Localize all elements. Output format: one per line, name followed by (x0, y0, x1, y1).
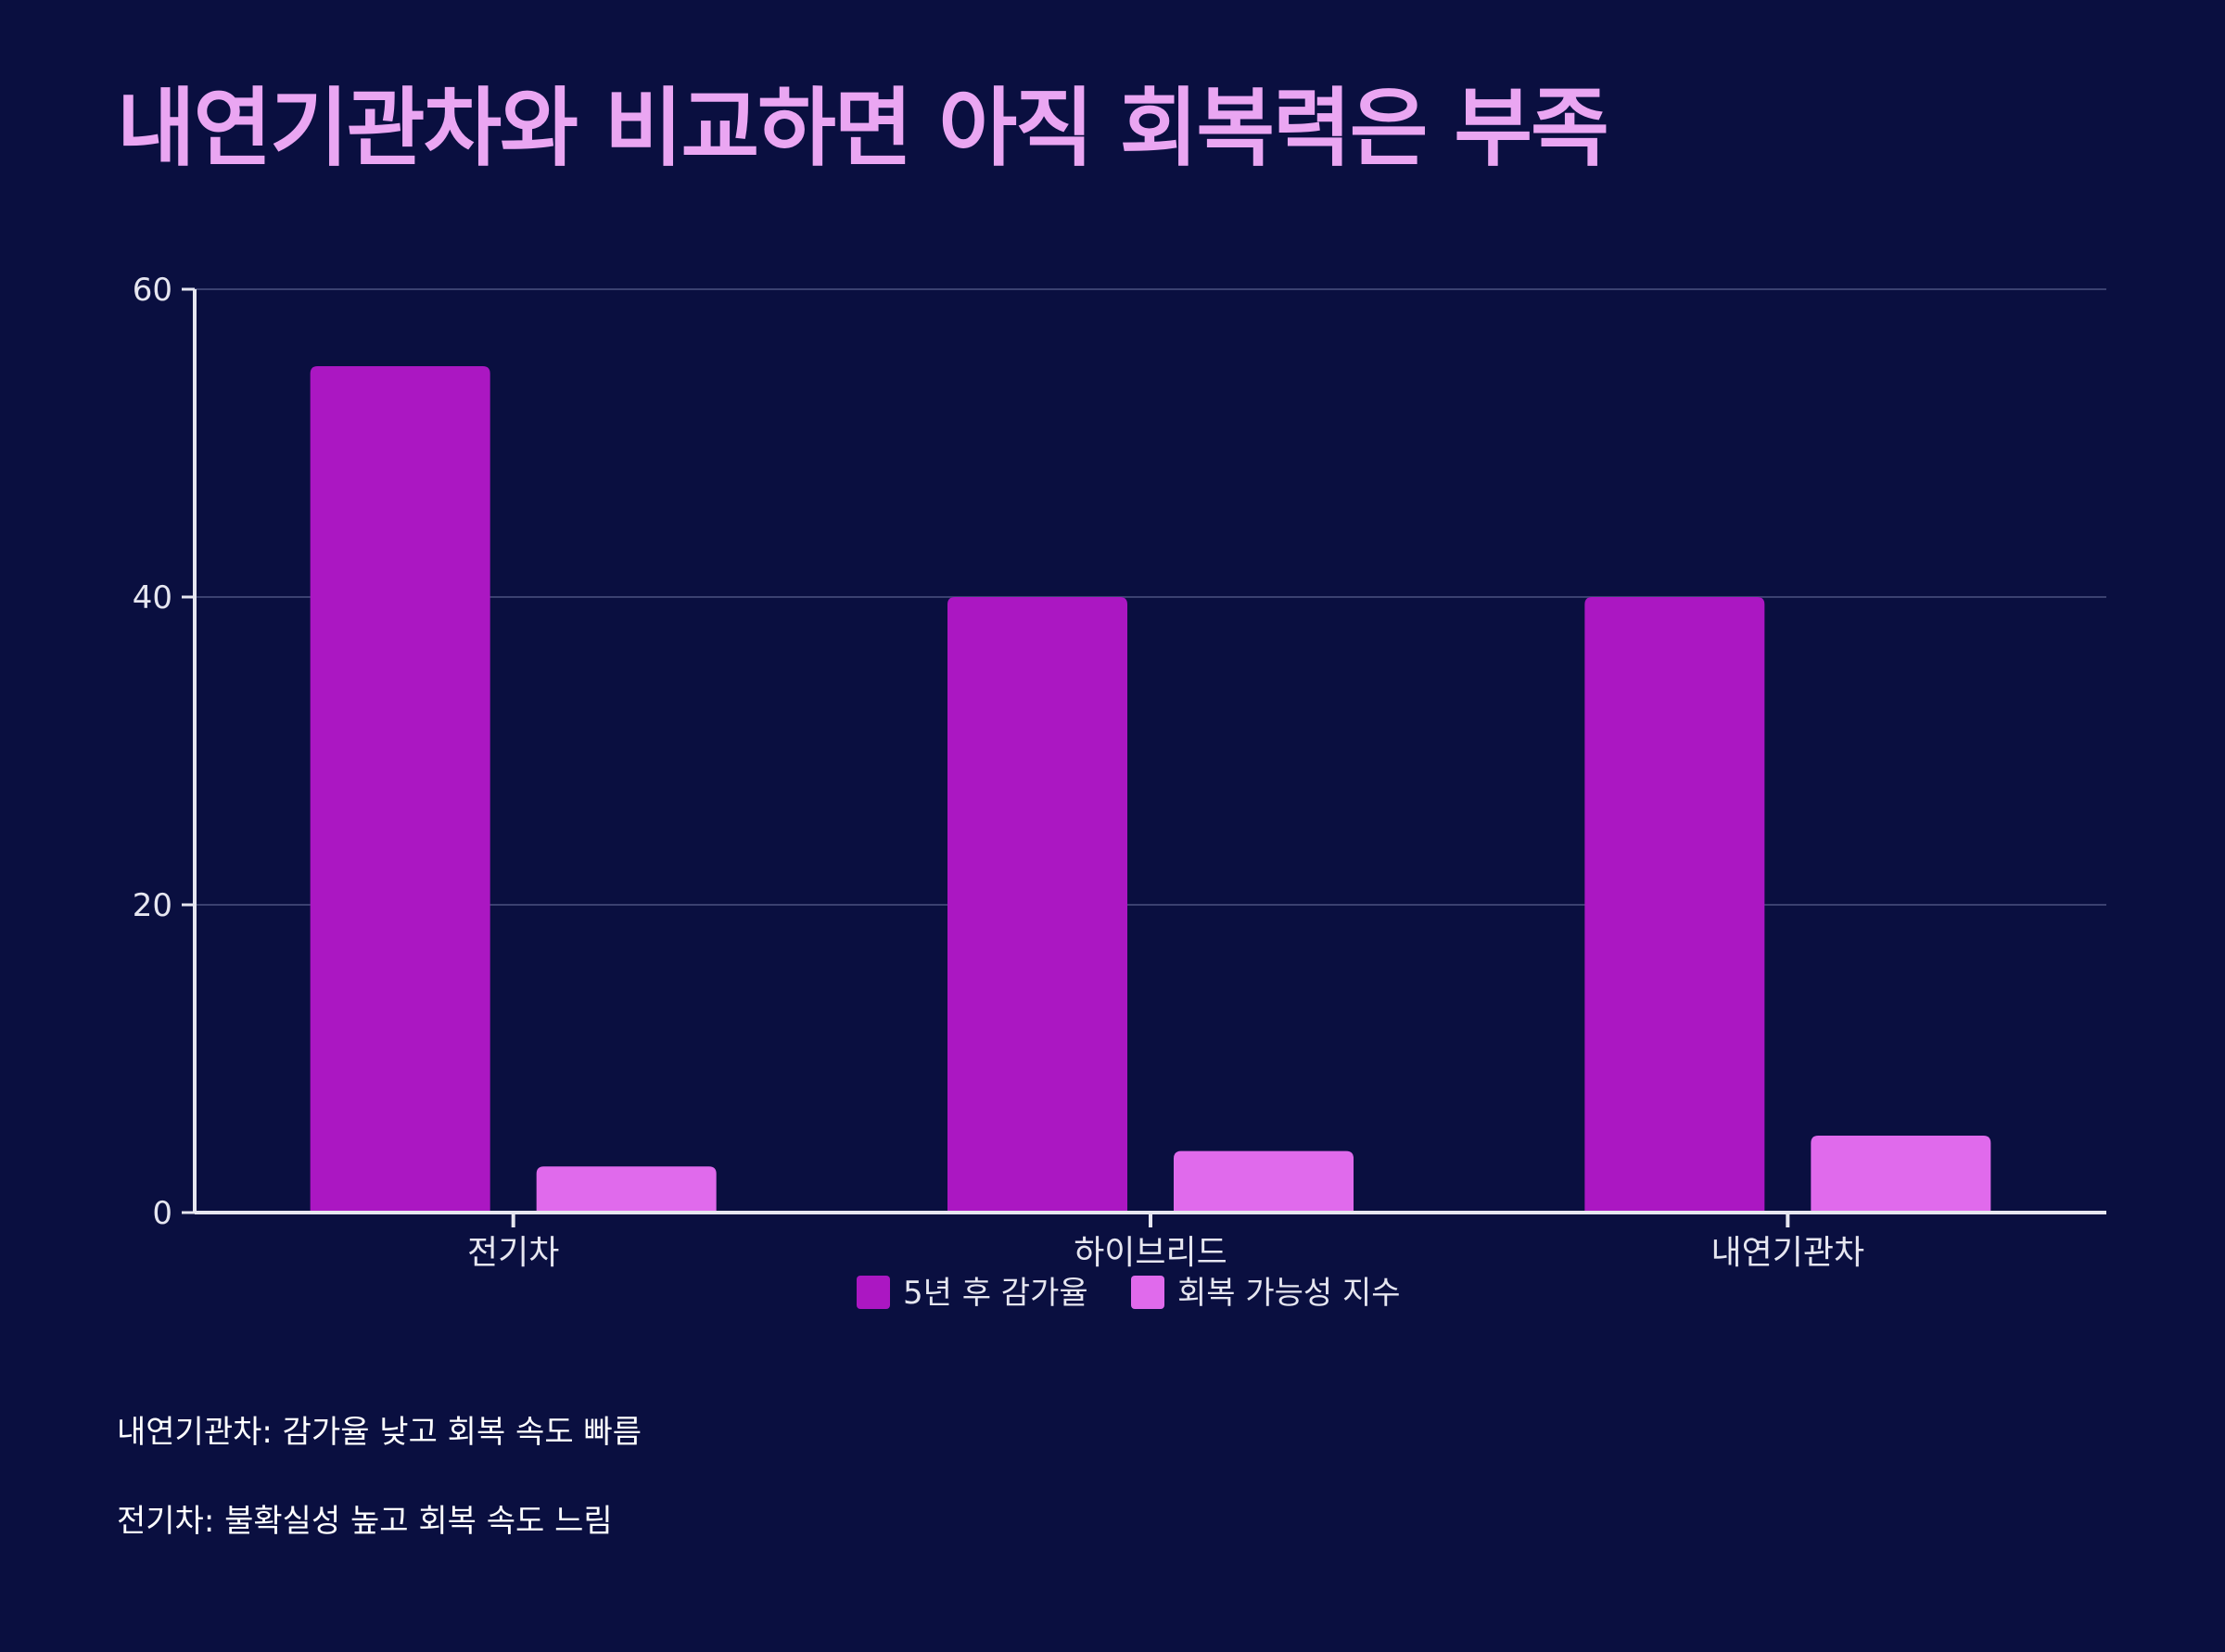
legend-swatch-1 (857, 1276, 890, 1309)
axes: 0 20 40 60 전기차 하이브리드 내연기관차 (133, 272, 2106, 1272)
y-tick-label-0: 0 (152, 1195, 172, 1232)
gridlines (195, 288, 2106, 906)
x-tick-label-1: 전기차 (467, 1234, 559, 1272)
footnote-ev: 전기차: 불확실성 높고 회복 속도 느림 (117, 1503, 613, 1540)
footnotes: 내연기관차: 감가율 낮고 회복 속도 빠름 전기차: 불확실성 높고 회복 속… (117, 1417, 642, 1595)
bar-1-2 (947, 597, 1127, 1213)
bar-1-1 (310, 366, 490, 1213)
bar-1-3 (1584, 597, 1765, 1213)
x-tick-label-3: 내연기관차 (1711, 1234, 1865, 1272)
y-tick-label-60: 60 (133, 272, 172, 309)
footnote-ice: 내연기관차: 감가율 낮고 회복 속도 빠름 (117, 1414, 642, 1451)
legend: 5년 후 감가율 회복 가능성 지수 (857, 1275, 1401, 1312)
y-tick-label-20: 20 (133, 887, 172, 924)
bar-2-1 (536, 1166, 717, 1213)
legend-swatch-2 (1131, 1276, 1164, 1309)
x-tick-label-2: 하이브리드 (1074, 1234, 1227, 1272)
legend-label-2: 회복 가능성 지수 (1177, 1275, 1401, 1312)
y-tick-label-40: 40 (133, 579, 172, 616)
bar-2-3 (1811, 1136, 1991, 1213)
chart-title: 내연기관차와 비교하면 아직 회복력은 부족 (117, 79, 1609, 178)
bar-2-2 (1174, 1150, 1354, 1213)
bar-chart: 0 20 40 60 전기차 하이브리드 내연기관차 5년 후 감가율 회복 가능성 지수 (133, 272, 2106, 1312)
legend-label-1: 5년 후 감가율 (903, 1275, 1088, 1312)
bars (310, 366, 1991, 1213)
